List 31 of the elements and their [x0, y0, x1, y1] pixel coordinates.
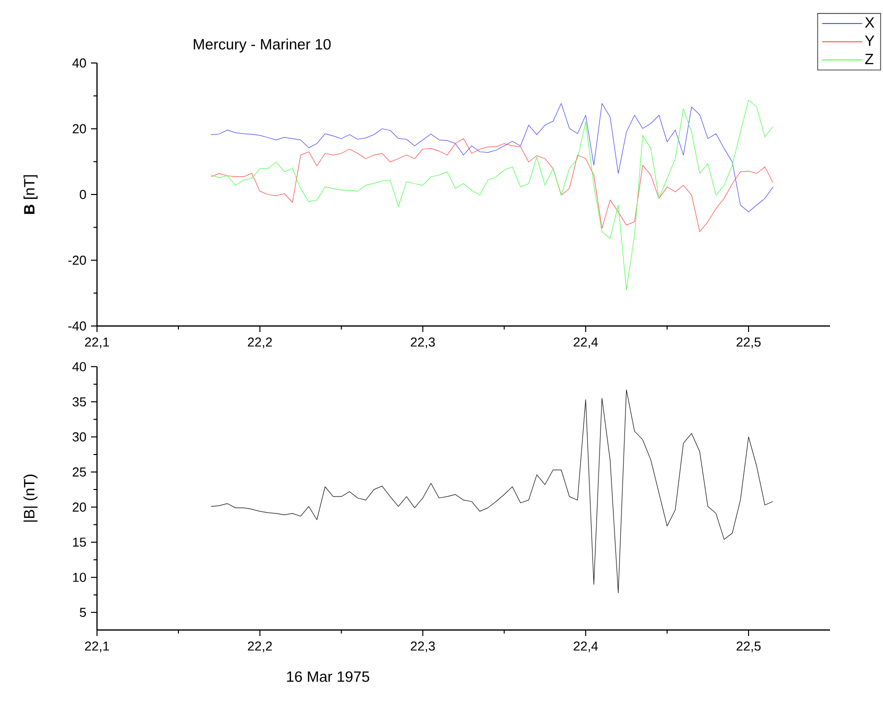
legend-label: X	[864, 17, 874, 28]
x-tick-label: 22,2	[248, 641, 272, 652]
chart-title: Mercury - Mariner 10	[194, 38, 331, 52]
y-tick-label: -40	[68, 321, 86, 331]
y-tick-label: 5	[80, 608, 86, 617]
x-tick-label: 22,1	[85, 337, 109, 348]
y-tick-label: 20	[72, 502, 86, 512]
y-tick-label: 15	[73, 538, 86, 547]
y-axis-title: B [nT]	[24, 175, 38, 214]
x-tick-label: 22,2	[248, 337, 272, 348]
y-tick-label: -20	[68, 256, 86, 265]
x-tick-label: 22,3	[410, 337, 435, 348]
x-tick-label: 22,4	[574, 337, 598, 348]
y-tick-label: 10	[73, 572, 86, 582]
x-tick-label: 22,5	[736, 337, 761, 348]
y-axis-title: |B| (nT)	[24, 474, 38, 522]
y-tick-label: 0	[80, 190, 86, 200]
legend-label: Z	[865, 54, 874, 64]
x-tick-label: 22,1	[85, 641, 109, 652]
line-series	[210, 138, 774, 232]
y-tick-label: 25	[72, 467, 86, 477]
y-tick-label: 40	[72, 58, 86, 68]
y-tick-label: 35	[72, 397, 86, 406]
x-axis-title: 16 Mar 1975	[287, 671, 370, 682]
y-tick-label: 40	[72, 362, 86, 372]
y-tick-label: 30	[72, 432, 86, 442]
legend-label: Y	[864, 36, 874, 46]
x-tick-label: 22,5	[736, 641, 761, 652]
x-tick-label: 22,4	[574, 641, 598, 652]
y-tick-label: 20	[72, 124, 86, 134]
x-tick-label: 22,3	[410, 641, 435, 652]
